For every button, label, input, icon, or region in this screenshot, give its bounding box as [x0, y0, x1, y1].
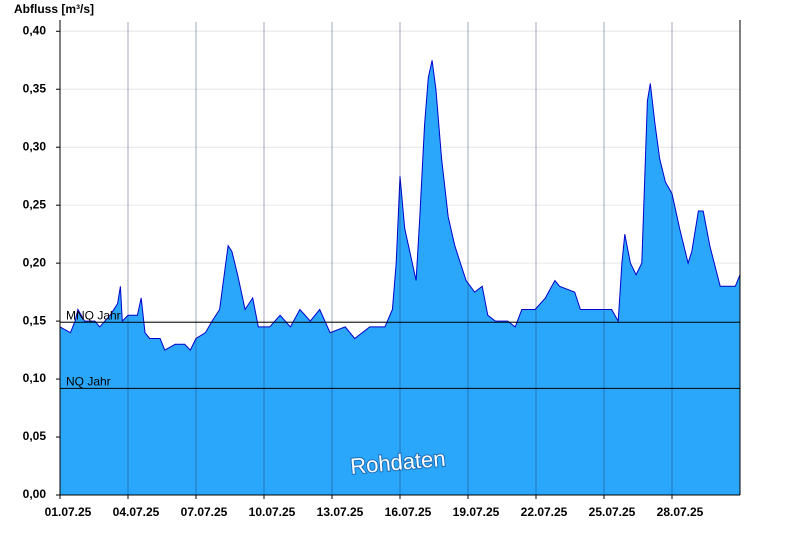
y-tick-label: 0,10: [23, 371, 47, 385]
y-tick-label: 0,15: [23, 313, 47, 327]
y-tick-label: 0,35: [23, 81, 47, 95]
area: [60, 60, 740, 496]
x-tick-label: 10.07.25: [249, 505, 296, 519]
reference-label: NQ Jahr: [66, 375, 111, 389]
x-tick-label: 28.07.25: [657, 505, 704, 519]
x-tick-label: 16.07.25: [385, 505, 432, 519]
y-tick-label: 0,40: [23, 23, 47, 37]
y-tick-label: 0,00: [23, 487, 47, 501]
x-tick-label: 04.07.25: [113, 505, 160, 519]
y-tick-label: 0,05: [23, 429, 47, 443]
y-tick-label: 0,20: [23, 255, 47, 269]
y-axis-label: Abfluss [m³/s]: [14, 2, 94, 16]
x-tick-label: 13.07.25: [317, 505, 364, 519]
x-tick-label: 25.07.25: [589, 505, 636, 519]
y-tick-label: 0,25: [23, 197, 47, 211]
x-tick-label: 22.07.25: [521, 505, 568, 519]
area-line: [59, 60, 741, 351]
reference-label: MNQ Jahr: [66, 308, 121, 322]
x-tick-label: 19.07.25: [453, 505, 500, 519]
x-tick-label: 01.07.25: [45, 505, 92, 519]
x-tick-label: 07.07.25: [181, 505, 228, 519]
y-tick-label: 0,30: [23, 139, 47, 153]
